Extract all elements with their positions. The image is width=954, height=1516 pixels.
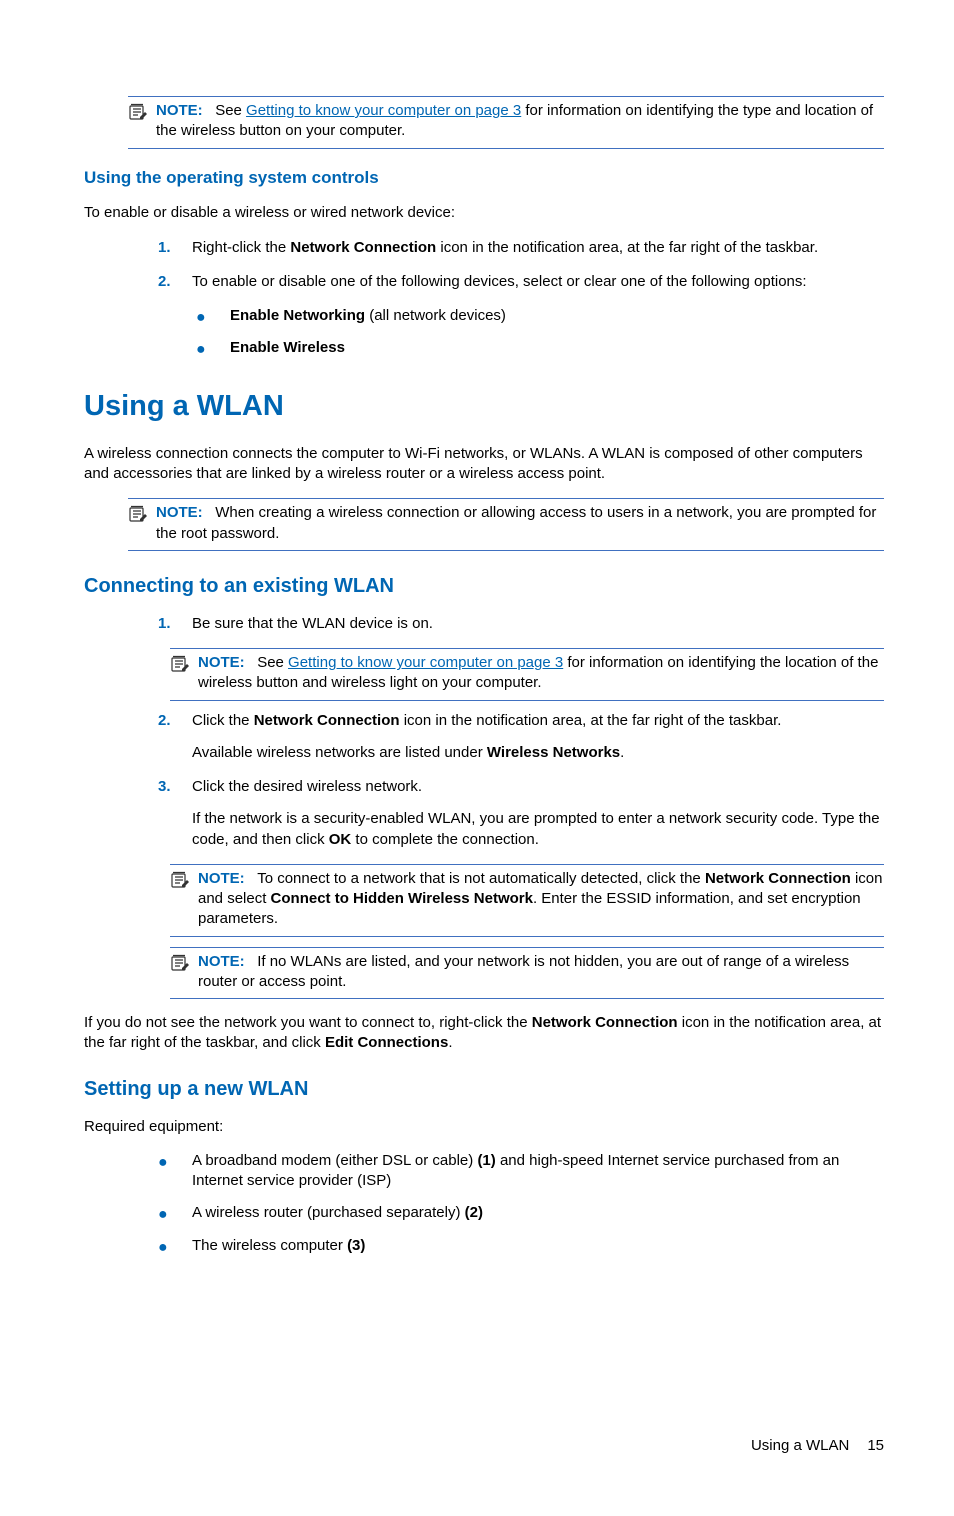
note-root-password: NOTE: When creating a wireless connectio…	[128, 498, 884, 551]
os-intro: To enable or disable a wireless or wired…	[84, 203, 884, 223]
note-icon	[128, 103, 148, 121]
setup-bullet-2: ● A wireless router (purchased separatel…	[158, 1203, 884, 1223]
conn-step-3: 3. Click the desired wireless network. I…	[158, 777, 884, 850]
heading-connecting: Connecting to an existing WLAN	[84, 573, 884, 600]
heading-using-wlan: Using a WLAN	[84, 387, 884, 426]
note-no-wlan: NOTE: If no WLANs are listed, and your n…	[170, 947, 884, 1000]
list-number: 1.	[158, 238, 192, 258]
conn-step-1: 1. Be sure that the WLAN device is on.	[158, 614, 884, 634]
os-bullet-1: ● Enable Networking (all network devices…	[196, 306, 884, 326]
note-wlan-device: NOTE: See Getting to know your computer …	[170, 648, 884, 701]
note-hidden-network: NOTE: To connect to a network that is no…	[170, 864, 884, 937]
note-icon	[170, 954, 190, 972]
footer-page-number: 15	[867, 1437, 884, 1454]
heading-os-controls: Using the operating system controls	[84, 167, 884, 190]
list-number: 3.	[158, 777, 192, 850]
link-getting-to-know[interactable]: Getting to know your computer on page 3	[246, 102, 521, 119]
page-footer: Using a WLAN 15	[84, 1436, 884, 1456]
note-top: NOTE: See Getting to know your computer …	[128, 96, 884, 149]
conn-step-2: 2. Click the Network Connection icon in …	[158, 711, 884, 764]
wlan-intro: A wireless connection connects the compu…	[84, 444, 884, 485]
bullet-mark: ●	[158, 1151, 192, 1192]
setup-bullet-3: ● The wireless computer (3)	[158, 1236, 884, 1256]
list-number: 2.	[158, 711, 192, 764]
note-text: NOTE: See Getting to know your computer …	[156, 101, 884, 142]
note-icon	[170, 871, 190, 889]
setup-intro: Required equipment:	[84, 1117, 884, 1137]
conn-tail: If you do not see the network you want t…	[84, 1013, 884, 1054]
note-icon	[170, 655, 190, 673]
os-step-1: 1. Right-click the Network Connection ic…	[158, 238, 884, 258]
bullet-mark: ●	[158, 1236, 192, 1256]
setup-bullet-1: ● A broadband modem (either DSL or cable…	[158, 1151, 884, 1192]
bullet-mark: ●	[196, 306, 230, 326]
bullet-mark: ●	[158, 1203, 192, 1223]
list-number: 1.	[158, 614, 192, 634]
os-bullet-2: ● Enable Wireless	[196, 338, 884, 358]
note-icon	[128, 505, 148, 523]
footer-title: Using a WLAN	[751, 1437, 849, 1454]
list-number: 2.	[158, 272, 192, 292]
os-step-2: 2. To enable or disable one of the follo…	[158, 272, 884, 292]
link-getting-to-know[interactable]: Getting to know your computer on page 3	[288, 654, 563, 671]
bullet-mark: ●	[196, 338, 230, 358]
heading-setup: Setting up a new WLAN	[84, 1076, 884, 1103]
